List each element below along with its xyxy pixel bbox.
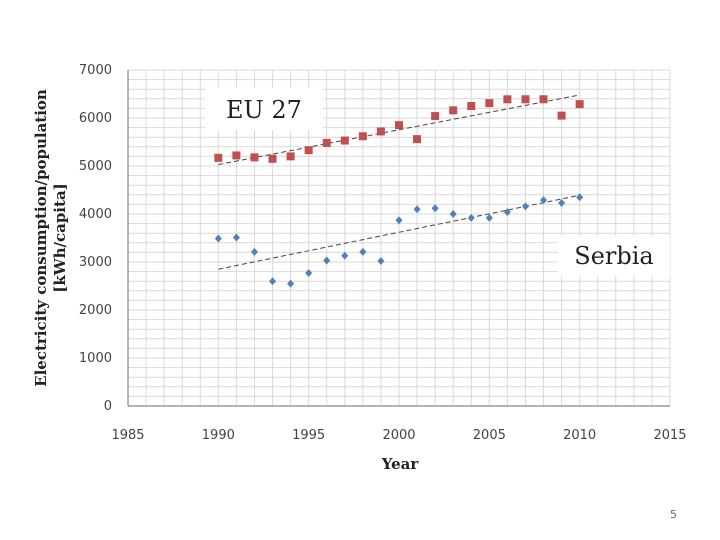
x-tick-label: 1995 — [292, 428, 325, 443]
x-tick-label: 1985 — [111, 428, 144, 443]
serbia-data-point — [431, 204, 439, 213]
y-axis-title-line2: [kWh/capita] — [51, 183, 69, 293]
eu-27-data-point — [250, 153, 259, 162]
serbia-data-point — [413, 205, 421, 214]
serbia-callout-box — [558, 236, 670, 276]
eu-callout: EU 27 — [205, 88, 323, 130]
serbia-data-point — [377, 257, 385, 266]
serbia-data-point — [287, 279, 295, 288]
serbia-data-point — [449, 210, 457, 218]
x-tick-label: 2005 — [473, 428, 506, 443]
x-tick-label: 2010 — [563, 428, 596, 443]
serbia-data-point — [269, 277, 277, 286]
chart-axes — [127, 70, 670, 407]
eu-27-trendline — [218, 94, 580, 166]
x-axis-title: Year — [381, 455, 420, 473]
serbia-data-point — [467, 213, 475, 222]
y-tick-label: 2000 — [79, 303, 112, 318]
serbia-data-point — [214, 234, 222, 243]
serbia-data-point — [521, 202, 529, 211]
serbia-data-point — [250, 247, 258, 256]
eu-27-data-point — [232, 151, 241, 160]
eu-27-data-point — [376, 127, 385, 136]
y-tick-label: 3000 — [79, 255, 112, 270]
y-tick-label: 0 — [104, 399, 112, 414]
eu-27-data-point — [268, 154, 277, 163]
eu-27-data-point — [304, 146, 313, 155]
serbia-data-point — [503, 208, 511, 217]
eu-27-data-point — [413, 135, 422, 144]
serbia-data-point — [341, 251, 349, 260]
page-number: 5 — [670, 508, 677, 521]
serbia-data-point — [359, 247, 367, 256]
eu-27-data-point — [286, 152, 295, 161]
serbia-data-point — [485, 213, 493, 222]
y-tick-label: 7000 — [79, 63, 112, 78]
eu-27-data-point — [485, 99, 494, 108]
x-tick-label: 2015 — [653, 428, 686, 443]
eu-27-data-point — [340, 136, 349, 145]
x-tick-label: 1990 — [202, 428, 235, 443]
y-tick-label: 5000 — [79, 159, 112, 174]
eu-27-data-point — [539, 95, 548, 104]
serbia-data-point — [395, 216, 403, 225]
chart-trendlines — [218, 94, 580, 270]
eu-27-data-point — [575, 100, 584, 109]
eu-27-data-point — [395, 121, 403, 130]
eu-27-data-point — [214, 153, 223, 162]
y-tick-label: 4000 — [79, 207, 112, 222]
eu-callout-box — [205, 88, 323, 130]
eu-27-data-point — [322, 138, 331, 147]
serbia-data-point — [558, 198, 566, 207]
serbia-trendline — [218, 194, 580, 270]
serbia-callout-label: Serbia — [574, 242, 653, 270]
chart-data-points — [214, 95, 584, 288]
serbia-data-point — [232, 233, 240, 242]
serbia-data-point — [305, 269, 313, 278]
serbia-data-point — [540, 196, 548, 205]
y-axis-title: Electricity consumption/population [kWh/… — [32, 89, 69, 387]
serbia-data-point — [323, 256, 331, 265]
serbia-data-point — [576, 193, 584, 202]
eu-27-data-point — [521, 95, 530, 104]
serbia-callout: Serbia — [558, 236, 670, 276]
y-axis-title-line1: Electricity consumption/population — [32, 89, 50, 387]
eu-27-data-point — [557, 111, 566, 120]
eu-27-data-point — [431, 112, 440, 121]
chart-tick-labels: 1985 1990 1995 2000 2005 2010 2015 0 1000 2000 300… — [79, 63, 687, 443]
eu-27-data-point — [467, 102, 476, 110]
eu-27-data-point — [503, 95, 512, 104]
y-tick-label: 6000 — [79, 111, 112, 126]
x-tick-label: 2000 — [382, 428, 415, 443]
y-tick-label: 1000 — [79, 351, 112, 366]
eu-callout-label: EU 27 — [226, 96, 302, 124]
eu-27-data-point — [358, 132, 367, 141]
eu-27-data-point — [449, 106, 458, 115]
